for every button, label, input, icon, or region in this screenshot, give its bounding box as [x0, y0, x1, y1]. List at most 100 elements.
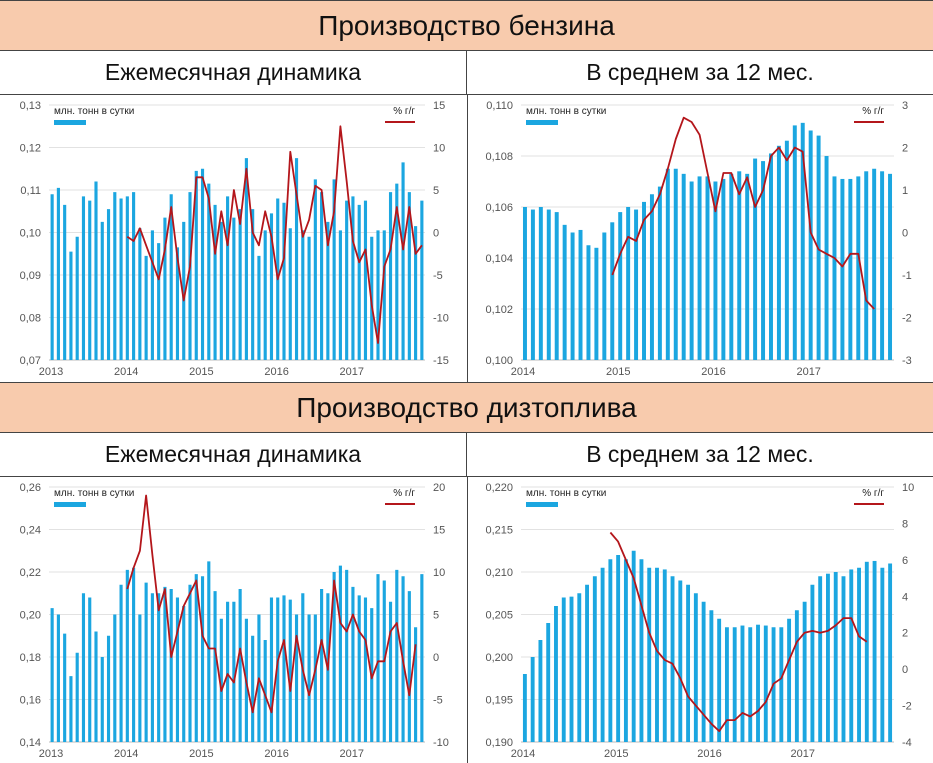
bar [357, 595, 361, 742]
y-left-tick-label: 0,08 [20, 313, 41, 325]
bar [138, 614, 142, 742]
bar [808, 130, 813, 360]
bar [740, 625, 745, 742]
bar [75, 236, 79, 360]
bar [69, 251, 73, 360]
bar [188, 584, 192, 742]
legend-bar-label: млн. тонн в сутки [54, 106, 134, 117]
bar [69, 676, 73, 742]
bar [600, 567, 605, 742]
y-right-tick-label: -2 [902, 701, 912, 713]
x-tick-label: 2015 [604, 748, 628, 760]
bar [732, 627, 737, 742]
bar [132, 567, 136, 742]
y-left-tick-label: 0,110 [486, 100, 513, 112]
y-right-tick-label: 20 [433, 482, 445, 494]
bar [709, 610, 714, 742]
bar [326, 221, 330, 360]
bar [157, 243, 161, 360]
x-tick-label: 2016 [264, 366, 288, 378]
yoy-line [609, 531, 868, 732]
bar [872, 560, 877, 742]
y-left-tick-label: 0,10 [20, 228, 41, 240]
y-left-tick-label: 0,09 [20, 270, 41, 282]
bar [138, 228, 142, 360]
chart-diesel-monthly-svg: 0,14 0,16 0,18 0,20 0,22 0,24 0,26 -10 -5 0 5 10 15 2… [20, 482, 449, 760]
bar [251, 209, 255, 360]
bar [655, 567, 659, 742]
bar [320, 192, 324, 360]
bar [585, 584, 589, 742]
bar [530, 209, 535, 360]
bar [288, 228, 292, 360]
bar [562, 224, 567, 360]
bar [232, 217, 236, 360]
bar [538, 640, 543, 742]
bar [721, 178, 726, 360]
bar [840, 178, 845, 360]
y-left-tick-label: 0,190 [485, 737, 513, 749]
bar [125, 196, 129, 360]
bar [779, 627, 784, 742]
bar [332, 179, 336, 360]
x-tick-label: 2016 [701, 366, 725, 378]
y-right-tick-label: 10 [433, 567, 445, 579]
bar [313, 179, 317, 360]
bar [849, 569, 854, 742]
bar [213, 204, 217, 360]
y-left-tick-label: 0,26 [20, 482, 41, 494]
bar [826, 573, 830, 742]
bar [75, 652, 79, 742]
y-left-tick-label: 0,07 [20, 355, 41, 367]
bar [163, 586, 167, 742]
bar [169, 194, 173, 360]
bar [269, 597, 274, 742]
y-right-tick-label: 1 [902, 185, 908, 197]
bar [282, 202, 286, 360]
x-tick-label: 2014 [511, 366, 535, 378]
y-right-tick-label: -1 [902, 270, 912, 282]
y-right-tick-label: -15 [433, 355, 449, 367]
bar [144, 255, 148, 360]
bar [420, 200, 424, 360]
bar [522, 207, 527, 360]
y-left-tick-label: 0,102 [485, 304, 513, 316]
bar [787, 618, 792, 742]
subtitle-petrol-12m: В среднем за 12 мес. [467, 51, 933, 95]
bar [686, 584, 691, 742]
bar [307, 614, 311, 742]
bar [737, 171, 742, 360]
bar [357, 204, 361, 360]
subtitle-diesel-12m: В среднем за 12 мес. [467, 433, 933, 477]
x-tick-label: 2013 [39, 366, 63, 378]
bar [244, 158, 248, 360]
bar [307, 236, 311, 360]
bar [332, 572, 336, 742]
bar [748, 627, 753, 742]
bar [639, 559, 644, 742]
bar [530, 657, 535, 742]
bar [276, 597, 280, 742]
bar [586, 245, 591, 360]
bar [880, 567, 885, 742]
y-right-tick-label: 4 [902, 591, 908, 603]
bar [522, 674, 527, 742]
bar [657, 186, 662, 360]
bar [226, 601, 230, 742]
bar [756, 624, 760, 742]
bar [194, 170, 198, 360]
x-tick-label: 2015 [189, 748, 213, 760]
bar [841, 576, 846, 742]
section-title-petrol: Производство бензина [0, 0, 933, 51]
bar [182, 221, 186, 360]
yoy-line [611, 116, 875, 310]
bar [388, 601, 393, 742]
section-title-diesel: Производство дизтоплива [0, 382, 933, 433]
bar [724, 627, 729, 742]
bar [113, 614, 117, 742]
x-tick-label: 2014 [511, 748, 535, 760]
subtitle-diesel-monthly: Ежемесячная динамика [0, 433, 467, 477]
bar [175, 597, 180, 742]
bar [395, 183, 399, 360]
legend-bar-swatch [526, 120, 558, 125]
